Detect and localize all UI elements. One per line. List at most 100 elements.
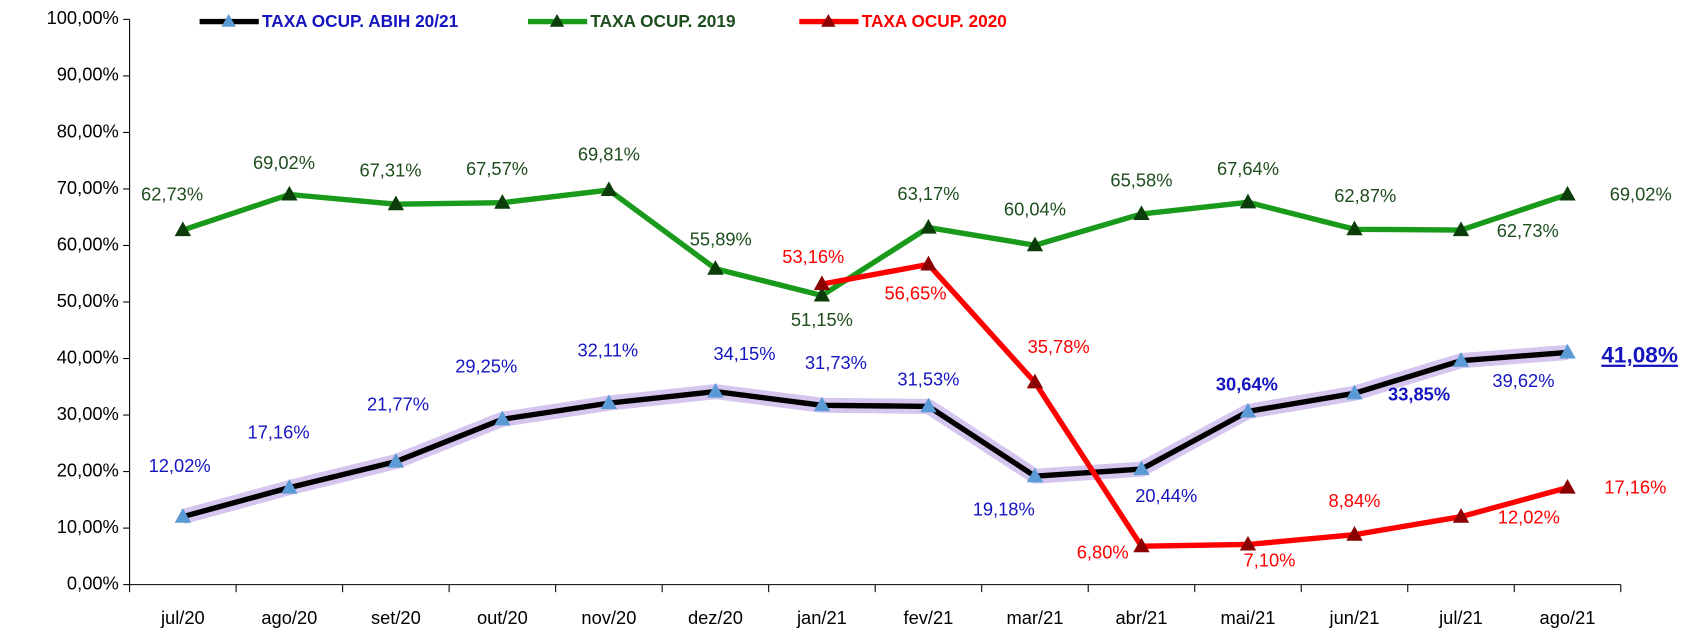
marker — [1133, 460, 1150, 476]
marker — [707, 260, 724, 275]
data-label: 35,78% — [1028, 336, 1090, 357]
data-label: 30,64% — [1216, 373, 1278, 394]
marker — [1239, 535, 1257, 551]
data-label: 55,89% — [690, 229, 752, 250]
data-label: 33,85% — [1388, 383, 1450, 404]
legend-label: TAXA OCUP. 2020 — [862, 11, 1007, 31]
marker — [1346, 384, 1363, 400]
y-tick-label: 30,00% — [57, 403, 119, 424]
data-label: 51,15% — [791, 309, 853, 330]
legend-marker — [549, 13, 565, 27]
data-label: 7,10% — [1244, 550, 1296, 571]
x-tick-label: jan/21 — [796, 607, 847, 628]
data-label: 31,73% — [805, 352, 867, 373]
data-label: 21,77% — [367, 393, 429, 414]
data-label: 6,80% — [1077, 542, 1129, 563]
y-tick-label: 60,00% — [57, 233, 119, 254]
marker — [494, 194, 511, 209]
series-line — [821, 261, 1569, 549]
y-tick-label: 10,00% — [57, 516, 119, 537]
data-label: 69,81% — [578, 143, 640, 164]
data-label: 62,73% — [141, 183, 203, 204]
legend-marker — [821, 13, 836, 27]
data-label: 34,15% — [713, 343, 775, 364]
marker — [387, 452, 405, 468]
x-tick-label: jul/20 — [160, 607, 205, 628]
marker — [281, 185, 298, 201]
series-line — [182, 187, 1569, 299]
data-label: 67,64% — [1217, 158, 1279, 179]
y-tick-label: 100,00% — [47, 7, 119, 28]
marker — [1346, 526, 1363, 541]
marker — [494, 410, 511, 426]
y-tick-label: 0,00% — [67, 572, 119, 593]
x-tick-label: ago/20 — [261, 607, 317, 628]
marker — [813, 286, 831, 302]
marker — [920, 255, 937, 271]
x-tick-label: mai/21 — [1221, 607, 1276, 628]
data-label: 12,02% — [1498, 507, 1560, 528]
x-tick-label: jul/21 — [1438, 607, 1483, 628]
marker — [1239, 193, 1257, 209]
x-tick-label: fev/21 — [904, 607, 954, 628]
marker — [1133, 205, 1150, 220]
marker — [920, 218, 937, 234]
y-tick-label: 90,00% — [57, 64, 119, 85]
marker — [600, 181, 618, 197]
data-label: 67,57% — [466, 158, 528, 179]
data-label: 32,11% — [577, 339, 638, 360]
marker — [813, 396, 831, 412]
x-tick-label: dez/20 — [688, 607, 743, 628]
marker — [1559, 185, 1576, 201]
y-tick-label: 70,00% — [57, 177, 119, 198]
y-tick-label: 50,00% — [57, 290, 119, 311]
legend-marker — [221, 13, 236, 27]
marker — [1559, 343, 1576, 359]
legend-label: TAXA OCUP. ABIH 20/21 — [262, 11, 459, 31]
x-tick-label: set/20 — [371, 607, 421, 628]
marker — [1346, 220, 1363, 236]
marker — [174, 221, 192, 237]
marker — [1026, 467, 1044, 483]
marker — [600, 394, 618, 410]
data-label: 17,16% — [248, 422, 310, 443]
marker — [1239, 402, 1257, 418]
data-label: 56,65% — [884, 282, 946, 303]
data-label: 41,08% — [1601, 343, 1678, 368]
marker — [387, 195, 405, 211]
y-tick-label: 80,00% — [57, 120, 119, 141]
data-label: 39,62% — [1492, 370, 1554, 391]
data-label: 31,53% — [897, 368, 959, 389]
data-label: 17,16% — [1604, 477, 1666, 498]
series-line — [182, 349, 1568, 520]
x-tick-label: mar/21 — [1006, 607, 1063, 628]
data-label: 63,17% — [897, 183, 959, 204]
marker — [174, 508, 192, 523]
marker — [1559, 479, 1576, 494]
marker — [1452, 221, 1470, 237]
x-tick-label: ago/21 — [1540, 607, 1596, 628]
x-tick-label: abr/21 — [1116, 607, 1168, 628]
data-label: 65,58% — [1110, 169, 1172, 190]
data-label: 62,87% — [1334, 185, 1396, 206]
data-label: 60,04% — [1004, 199, 1066, 220]
marker — [1026, 373, 1044, 389]
marker — [707, 382, 724, 398]
y-tick-label: 20,00% — [57, 459, 119, 480]
data-label: 29,25% — [455, 355, 517, 376]
data-label: 19,18% — [973, 498, 1035, 519]
data-label: 53,16% — [782, 246, 844, 267]
data-label: 69,02% — [1610, 183, 1672, 204]
data-label: 67,31% — [359, 160, 421, 181]
x-tick-label: jun/21 — [1329, 607, 1380, 628]
marker — [1026, 236, 1044, 252]
marker — [1452, 508, 1470, 523]
data-label: 69,02% — [253, 152, 315, 173]
marker — [1452, 352, 1470, 367]
x-tick-label: out/20 — [477, 607, 528, 628]
marker — [813, 275, 831, 291]
x-tick-label: nov/20 — [581, 607, 636, 628]
data-label: 12,02% — [149, 455, 211, 476]
marker — [281, 479, 298, 494]
